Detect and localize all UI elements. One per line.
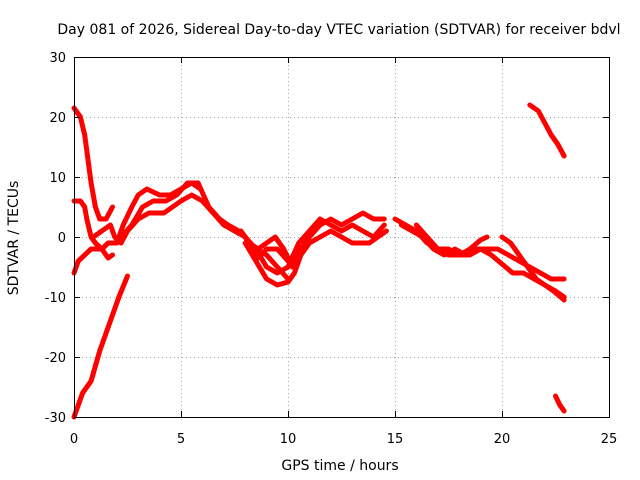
y-tick-label: 10 bbox=[49, 171, 66, 186]
series-arc-14 bbox=[527, 102, 567, 159]
series-arc-8 bbox=[242, 228, 389, 288]
series-arc-9 bbox=[253, 216, 387, 276]
series-arc-11 bbox=[398, 222, 567, 282]
data-series bbox=[71, 102, 567, 420]
series-arc-3 bbox=[71, 180, 203, 276]
x-tick-label: 10 bbox=[280, 432, 297, 447]
y-axis-label: SDTVAR / TECUs bbox=[6, 181, 22, 296]
x-tick-label: 20 bbox=[494, 432, 511, 447]
series-arc-13 bbox=[499, 234, 567, 303]
x-tick-label: 5 bbox=[177, 432, 185, 447]
x-axis-label: GPS time / hours bbox=[281, 458, 398, 474]
y-tick-label: 0 bbox=[58, 231, 66, 246]
y-tick-label: -10 bbox=[45, 291, 66, 306]
x-tick-label: 15 bbox=[387, 432, 404, 447]
y-tick-label: -20 bbox=[45, 351, 66, 366]
series-arc-15 bbox=[553, 393, 567, 414]
series-arc-4 bbox=[71, 273, 130, 420]
x-tick-label: 0 bbox=[70, 432, 78, 447]
series-arc-6 bbox=[118, 180, 297, 264]
x-tick-label: 25 bbox=[601, 432, 618, 447]
y-tick-label: -30 bbox=[45, 411, 66, 426]
chart-title: Day 081 of 2026, Sidereal Day-to-day VTE… bbox=[57, 22, 620, 38]
series-arc-1 bbox=[71, 105, 115, 222]
series-arc-12 bbox=[413, 222, 490, 258]
axis-ticks: 0 5 10 15 20 25 -30 -20 -10 0 10 20 30 bbox=[45, 51, 618, 447]
y-tick-label: 20 bbox=[49, 111, 66, 126]
series-arc-7 bbox=[238, 210, 387, 270]
y-tick-label: 30 bbox=[49, 51, 66, 66]
